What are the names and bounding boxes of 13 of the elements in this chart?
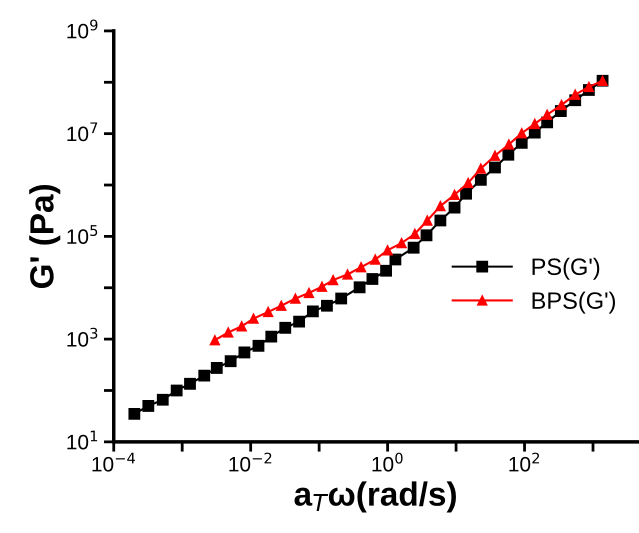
x-tick-label: 10$^{−4}$ [92,452,135,472]
x-axis-title: a$_{T}$ω(rad/s) [294,481,456,512]
y-tick-label: 10$^{1}$ [67,430,98,450]
x-tick-label: 10$^{−2}$ [229,452,272,472]
y-tick-label: 10$^{3}$ [67,328,98,347]
y-tick-label: 10$^{9}$ [67,20,98,39]
y-tick-label: 10$^{5}$ [67,225,98,244]
y-tick-label: 10$^{7}$ [67,122,98,142]
y-axis-title: G' (Pa) [29,184,60,288]
legend-label: PS(G') [532,258,600,280]
x-tick-label: 10$^{0}$ [372,452,403,472]
x-tick-label: 10$^{2}$ [509,452,540,472]
legend-label: BPS(G') [532,292,616,314]
